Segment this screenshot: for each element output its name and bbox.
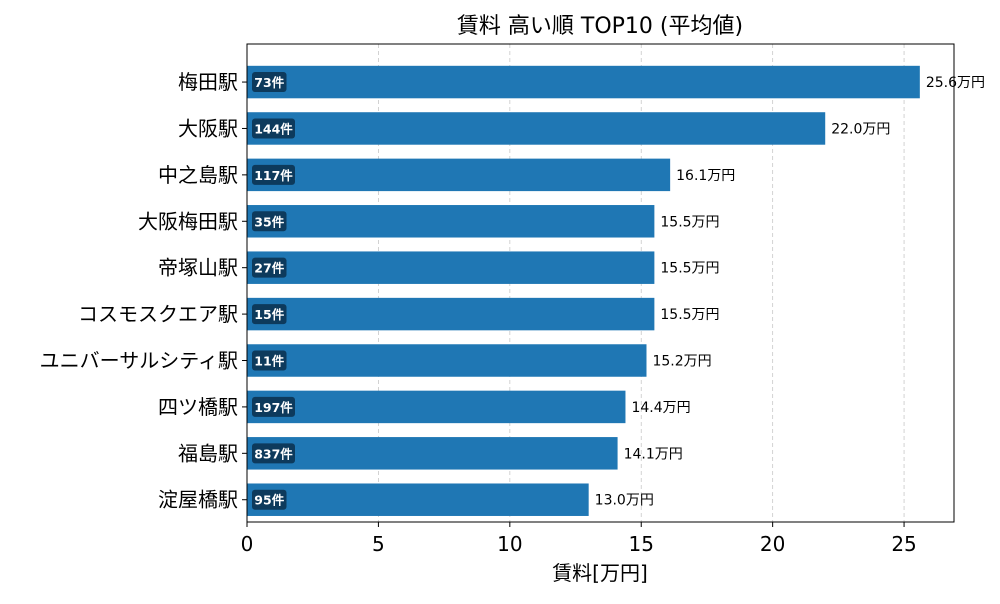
count-badge xyxy=(252,211,287,232)
x-axis-label: 賃料[万円] xyxy=(552,561,648,585)
bar xyxy=(247,158,671,192)
bar xyxy=(247,437,618,470)
value-label: 15.5万円 xyxy=(660,261,719,277)
bar xyxy=(247,251,655,284)
value-label: 15.5万円 xyxy=(660,307,719,323)
count-badge xyxy=(252,72,287,93)
value-label: 22.0万円 xyxy=(831,121,890,137)
count-label: 144件 xyxy=(254,121,293,136)
bar xyxy=(247,65,920,99)
count-label: 117件 xyxy=(254,168,293,183)
category-label: 大阪梅田駅 xyxy=(138,209,238,233)
value-label: 16.1万円 xyxy=(676,168,735,184)
category-label: 淀屋橋駅 xyxy=(158,488,238,512)
x-tick-label: 10 xyxy=(497,532,522,556)
category-label: ユニバーサルシティ駅 xyxy=(40,349,238,373)
x-tick-label: 15 xyxy=(629,532,654,556)
count-label: 95件 xyxy=(254,493,284,508)
count-badge xyxy=(252,489,287,510)
x-tick-label: 0 xyxy=(241,532,254,556)
count-badge xyxy=(252,257,287,278)
bar xyxy=(247,112,826,145)
x-tick-label: 20 xyxy=(760,532,785,556)
bar xyxy=(247,297,655,331)
bars: 25.6万円 73件 22.0万円 144件 16.1万円 117件 15.5万円 35件 15… xyxy=(247,65,985,516)
category-label: 中之島駅 xyxy=(158,163,238,187)
x-tick-label: 25 xyxy=(891,532,916,556)
count-badge xyxy=(252,350,287,371)
bar xyxy=(247,390,626,424)
count-badge xyxy=(252,443,295,464)
category-label: 四ツ橋駅 xyxy=(158,395,238,419)
plot-frame xyxy=(246,43,955,523)
count-label: 11件 xyxy=(254,354,284,369)
count-label: 197件 xyxy=(254,400,293,415)
category-label: コスモスクエア駅 xyxy=(78,302,238,326)
value-label: 14.1万円 xyxy=(624,446,683,462)
value-label: 15.2万円 xyxy=(652,354,711,370)
bar xyxy=(247,344,647,377)
value-label: 13.0万円 xyxy=(595,493,654,509)
category-label: 福島駅 xyxy=(178,441,238,465)
count-badge xyxy=(252,164,295,185)
chart-title: 賃料 高い順 TOP10 (平均値) xyxy=(457,14,743,39)
value-label: 15.5万円 xyxy=(660,214,719,230)
category-label: 大阪駅 xyxy=(178,116,238,140)
count-label: 73件 xyxy=(254,75,284,90)
value-label: 14.4万円 xyxy=(631,400,690,416)
value-label: 25.6万円 xyxy=(926,75,985,91)
axes: 梅田駅大阪駅中之島駅大阪梅田駅帝塚山駅コスモスクエア駅ユニバーサルシティ駅四ツ橋… xyxy=(40,43,955,556)
x-tick-label: 5 xyxy=(372,532,385,556)
bar xyxy=(247,205,655,238)
category-label: 梅田駅 xyxy=(178,70,238,94)
count-badge xyxy=(252,304,287,325)
count-label: 15件 xyxy=(254,307,284,322)
category-label: 帝塚山駅 xyxy=(158,256,238,280)
count-label: 35件 xyxy=(254,214,284,229)
count-label: 27件 xyxy=(254,261,284,276)
bar xyxy=(247,483,589,516)
count-badge xyxy=(252,396,295,417)
count-label: 837件 xyxy=(254,446,293,461)
count-badge xyxy=(252,118,295,139)
